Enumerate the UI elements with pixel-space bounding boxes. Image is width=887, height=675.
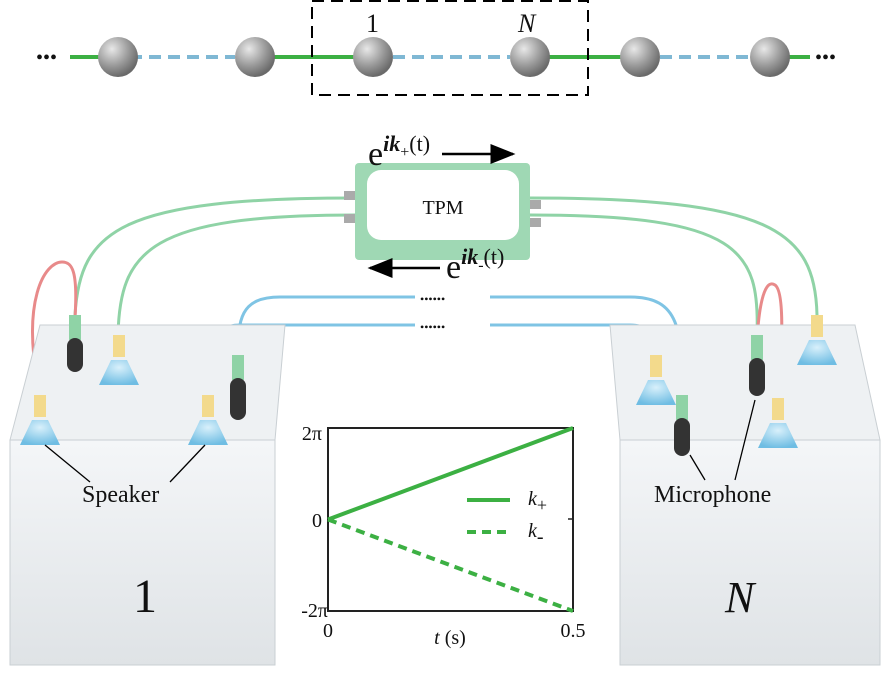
tpm-face [367, 170, 519, 240]
y-tick-label: 2π [302, 423, 322, 445]
speaker [20, 395, 60, 445]
first-site-label: 1 [366, 9, 379, 38]
cable-ellipsis: •••••• [420, 292, 445, 306]
y-tick-label: 0 [312, 510, 322, 532]
unit-cell-box [311, 0, 589, 96]
phase-chart: 2π 0 -2π 0 0.5 t (s) k+ k- [301, 423, 585, 649]
backward-phase-label: eik-(t) [446, 244, 504, 286]
red-tube [31, 260, 78, 396]
site-sphere [750, 37, 790, 77]
green-tube [116, 213, 356, 336]
left-cavity: 1 [9, 324, 286, 666]
plot-frame [327, 427, 574, 612]
speaker [797, 315, 837, 365]
speaker [758, 398, 798, 448]
x-axis-label: t (s) [434, 627, 466, 649]
left-ellipsis: ••• [36, 47, 57, 69]
tpm-label: TPM [422, 197, 463, 219]
speaker-label: Speaker [82, 482, 159, 508]
site-sphere [510, 37, 550, 77]
last-site-label: N [517, 9, 537, 38]
site-sphere [235, 37, 275, 77]
microphone [674, 395, 690, 456]
speaker [99, 335, 139, 385]
right-cavity-label: N [724, 573, 757, 622]
cavity-front [619, 439, 881, 666]
green-tube [73, 196, 356, 316]
right-ellipsis: ••• [815, 47, 836, 69]
series-line-k-plus [327, 426, 574, 522]
site-sphere [353, 37, 393, 77]
cable-ellipsis: •••••• [420, 320, 445, 334]
microphone [749, 335, 765, 396]
microphone-label: Microphone [654, 482, 771, 508]
forward-phase-label: eik+(t) [368, 131, 430, 173]
speaker [636, 355, 676, 405]
x-tick-label: 0.5 [561, 620, 586, 642]
green-tube [529, 196, 819, 316]
chain: ••• ••• 1 N [36, 0, 836, 96]
cavity-front [9, 439, 276, 666]
series-line-k-minus [327, 517, 574, 613]
legend-label-k-plus: k+ [528, 488, 547, 515]
green-tube [529, 213, 759, 336]
transducers: Speaker Microphone [20, 315, 837, 508]
site-sphere [98, 37, 138, 77]
left-cavity-label: 1 [133, 570, 157, 623]
speaker [188, 395, 228, 445]
y-tick-label: -2π [301, 600, 328, 622]
legend-label-k-minus: k- [528, 520, 544, 548]
microphone [67, 315, 83, 372]
x-tick-label: 0 [323, 620, 333, 642]
tpm-module: TPM eik+(t) eik-(t) [344, 131, 541, 286]
site-sphere [620, 37, 660, 77]
microphone [230, 355, 246, 420]
